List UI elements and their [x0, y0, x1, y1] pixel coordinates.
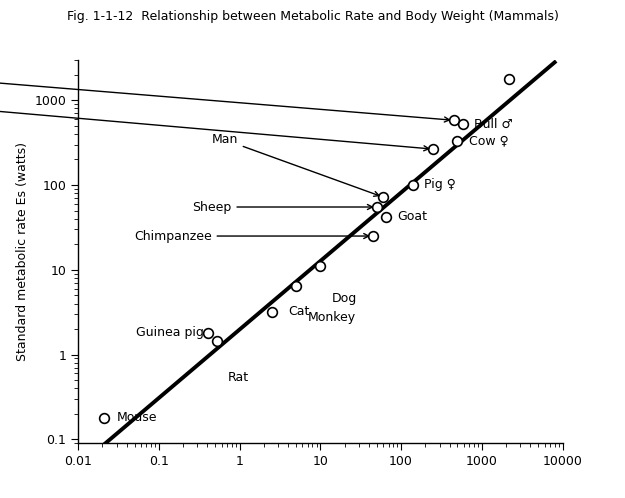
Text: Man: Man	[211, 133, 379, 196]
Text: Sheep: Sheep	[192, 201, 372, 214]
Text: Cow ♀: Cow ♀	[469, 134, 509, 147]
Text: Horse: Horse	[0, 0, 449, 122]
Text: Pig ♀: Pig ♀	[424, 178, 456, 192]
Text: Guinea pig: Guinea pig	[136, 326, 204, 340]
Text: Fig. 1-1-12  Relationship between Metabolic Rate and Body Weight (Mammals): Fig. 1-1-12 Relationship between Metabol…	[67, 10, 559, 23]
Text: Rat: Rat	[228, 371, 249, 383]
Text: Goat: Goat	[398, 211, 428, 224]
Text: Dog: Dog	[332, 292, 357, 305]
Text: Bull ♂: Bull ♂	[474, 118, 512, 131]
Text: Chimpanzee: Chimpanzee	[134, 230, 369, 243]
Text: Monkey: Monkey	[308, 311, 356, 324]
Text: Mouse: Mouse	[117, 411, 158, 424]
Text: Cat: Cat	[288, 305, 309, 318]
Text: Boar: Boar	[0, 85, 429, 151]
Y-axis label: Standard metabolic rate Es (watts): Standard metabolic rate Es (watts)	[16, 142, 29, 361]
